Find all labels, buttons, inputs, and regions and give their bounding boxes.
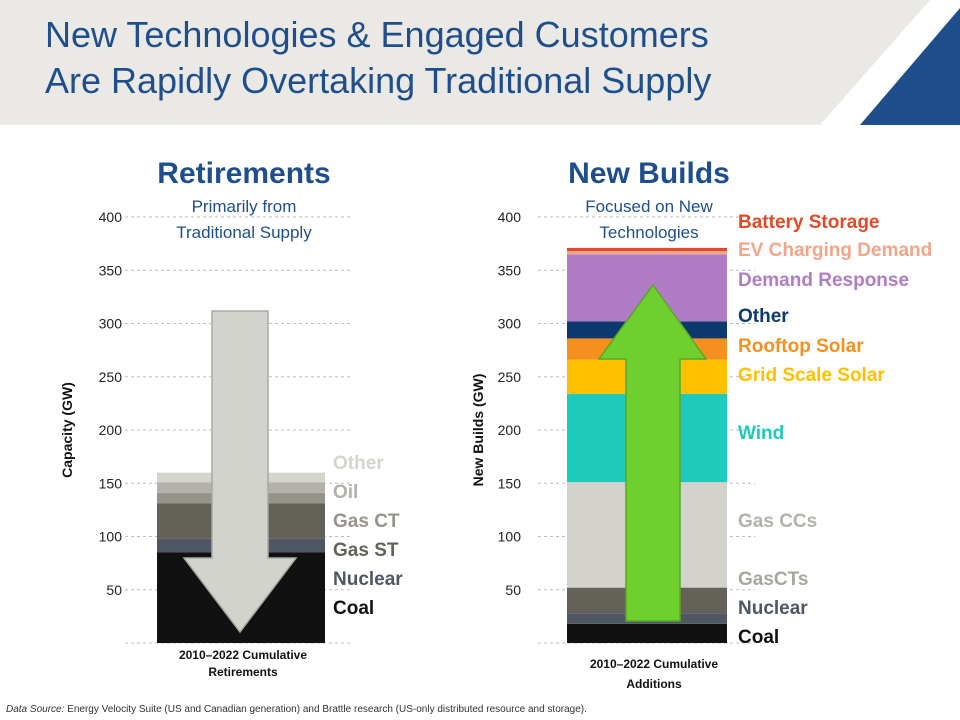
retirements-subtitle-line-1: Primarily from <box>192 197 297 216</box>
new-builds-y-tick-label: 200 <box>498 422 522 438</box>
new-builds-chart-title: New Builds <box>568 157 730 190</box>
new-builds-bar-segment-ev-charging-demand <box>567 251 727 255</box>
new-builds-y-tick-label: 250 <box>498 369 522 385</box>
new-builds-series-label-demand-response: Demand Response <box>738 270 909 291</box>
retirements-y-axis-label: Capacity (GW) <box>59 382 75 478</box>
slide-header: New Technologies & Engaged Customers Are… <box>0 0 960 125</box>
new-builds-y-tick-label: 50 <box>505 582 521 598</box>
retirements-series-label-oil: Oil <box>333 482 358 503</box>
new-builds-y-tick-label: 100 <box>498 529 522 545</box>
new-builds-bar-segment-coal <box>567 623 727 643</box>
new-builds-y-tick-label: 150 <box>498 475 522 491</box>
retirements-series-label-other: Other <box>333 453 384 474</box>
retirements-y-tick-label: 400 <box>99 209 123 225</box>
retirements-y-tick-label: 250 <box>99 369 123 385</box>
new-builds-series-label-rooftop-solar: Rooftop Solar <box>738 336 864 357</box>
data-source-text: Energy Velocity Suite (US and Canadian g… <box>67 704 587 715</box>
retirements-y-tick-label: 350 <box>99 262 123 278</box>
new-builds-y-axis-label: New Builds (GW) <box>470 374 486 487</box>
new-builds-y-tick-label: 300 <box>498 316 522 332</box>
new-builds-series-label-ev-charging-demand: EV Charging Demand <box>738 240 932 261</box>
new-builds-series-label-gascts: GasCTs <box>738 569 808 590</box>
new-builds-bar-segment-battery-storage <box>567 247 727 252</box>
retirements-y-tick-label: 50 <box>106 582 122 598</box>
new-builds-series-label-nuclear: Nuclear <box>738 598 808 619</box>
new-builds-y-tick-label: 350 <box>498 262 522 278</box>
retirements-series-label-nuclear: Nuclear <box>333 569 403 590</box>
retirements-series-label-gas-st: Gas ST <box>333 540 399 561</box>
new-builds-series-label-coal: Coal <box>738 627 779 648</box>
retirements-y-tick-label: 100 <box>99 529 123 545</box>
retirements-series-label-coal: Coal <box>333 598 374 619</box>
retirements-down-arrow <box>182 310 298 634</box>
retirements-y-tick-label: 200 <box>99 422 123 438</box>
corner-decoration <box>820 0 960 125</box>
new-builds-series-label-battery-storage: Battery Storage <box>738 212 880 233</box>
new-builds-series-label-other: Other <box>738 306 789 327</box>
new-builds-series-label-gas-ccs: Gas CCs <box>738 511 817 532</box>
retirements-chart-title: Retirements <box>157 157 330 190</box>
new-builds-subtitle-line-1: Focused on New <box>585 197 713 216</box>
new-builds-category-label-line-2: Additions <box>626 677 682 691</box>
retirements-y-tick-label: 300 <box>99 316 123 332</box>
retirements-category-label-line-1: 2010–2022 Cumulative <box>179 648 307 662</box>
data-source-footnote: Data Source: Energy Velocity Suite (US a… <box>6 704 587 715</box>
new-builds-y-tick-label: 400 <box>498 209 522 225</box>
slide-title-line-1: New Technologies & Engaged Customers <box>45 14 709 55</box>
retirements-series-label-gas-ct: Gas CT <box>333 511 400 532</box>
new-builds-series-label-grid-scale-solar: Grid Scale Solar <box>738 365 885 386</box>
new-builds-series-label-wind: Wind <box>738 423 784 444</box>
slide-title-line-2: Are Rapidly Overtaking Traditional Suppl… <box>45 60 712 101</box>
new-builds-category-label-line-1: 2010–2022 Cumulative <box>590 657 718 671</box>
retirements-subtitle-line-2: Traditional Supply <box>176 223 312 242</box>
new-builds-up-arrow <box>597 283 708 622</box>
data-source-label: Data Source: <box>6 704 65 715</box>
new-builds-subtitle-line-2: Technologies <box>599 223 698 242</box>
retirements-y-tick-label: 150 <box>99 475 123 491</box>
retirements-category-label-line-2: Retirements <box>208 665 278 679</box>
